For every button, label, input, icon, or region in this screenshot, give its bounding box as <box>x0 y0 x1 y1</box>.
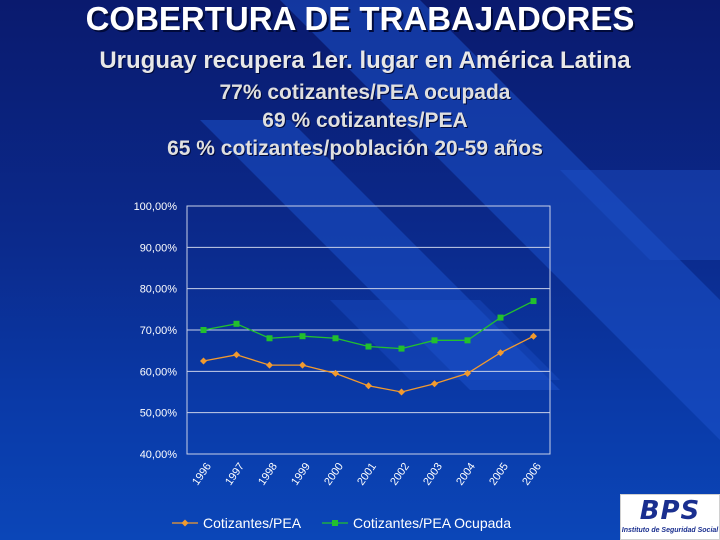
stat-line-1: 77% cotizantes/PEA ocupada <box>219 81 511 104</box>
data-point <box>233 351 240 359</box>
logo-text: BPS <box>639 496 701 526</box>
x-tick-label: 1998 <box>256 461 280 488</box>
data-point <box>365 382 372 390</box>
chart-legend: Cotizantes/PEA Cotizantes/PEA Ocupada <box>172 515 511 531</box>
data-point <box>464 369 471 377</box>
legend-item-1: Cotizantes/PEA <box>172 515 302 531</box>
data-point <box>431 337 438 344</box>
data-point <box>332 369 339 377</box>
data-point <box>365 343 372 350</box>
x-tick-label: 1997 <box>223 461 247 488</box>
x-tick-label: 2006 <box>520 461 544 488</box>
x-tick-label: 2003 <box>421 461 445 488</box>
y-tick-label: 50,00% <box>140 408 178 420</box>
y-tick-label: 40,00% <box>140 449 178 461</box>
x-tick-label: 2004 <box>454 461 478 488</box>
x-tick-label: 2002 <box>388 461 412 488</box>
y-tick-label: 70,00% <box>140 325 178 337</box>
data-point <box>266 335 273 342</box>
stat-line-2: 69 % cotizantes/PEA <box>262 109 468 132</box>
data-point <box>497 314 504 321</box>
data-point <box>497 349 504 357</box>
data-point <box>530 332 537 340</box>
legend-label: Cotizantes/PEA Ocupada <box>353 515 511 531</box>
x-tick-label: 1996 <box>190 461 214 488</box>
legend-item-2: Cotizantes/PEA Ocupada <box>322 515 511 531</box>
data-point <box>530 298 537 305</box>
bps-logo: BPS Instituto de Seguridad Social <box>620 494 720 540</box>
logo-subtext: Instituto de Seguridad Social <box>621 527 719 534</box>
y-tick-label: 80,00% <box>140 284 178 296</box>
y-tick-label: 90,00% <box>140 242 178 254</box>
data-point <box>398 345 405 352</box>
legend-marker <box>332 520 338 526</box>
series-line <box>203 300 534 350</box>
stat-line-3: 65 % cotizantes/población 20-59 años <box>167 137 543 160</box>
data-point <box>233 320 240 327</box>
data-point <box>266 361 273 369</box>
data-point <box>299 361 306 369</box>
data-point <box>464 337 471 344</box>
series-2 <box>200 298 537 352</box>
y-tick-label: 100,00% <box>134 201 178 213</box>
data-point <box>431 380 438 388</box>
x-axis: 1996 1997 1998 1999 2000 2001 2002 2003 2004 2005… <box>190 461 544 488</box>
plot-grid <box>186 205 551 455</box>
data-point <box>200 357 207 365</box>
legend-label: Cotizantes/PEA <box>203 515 302 531</box>
data-point <box>299 333 306 340</box>
legend-marker <box>181 519 189 527</box>
x-tick-label: 2000 <box>322 461 346 488</box>
y-tick-label: 60,00% <box>140 366 178 378</box>
slide-title: COBERTURA DE TRABAJADORES <box>85 0 635 37</box>
data-point <box>398 388 405 396</box>
y-axis: 100,00% 90,00% 80,00% 70,00% 60,00% 50,00% 40,… <box>134 201 178 461</box>
series-layer <box>200 298 537 396</box>
data-point <box>200 327 207 333</box>
x-tick-label: 2005 <box>487 461 511 488</box>
x-tick-label: 2001 <box>355 461 379 488</box>
series-1 <box>200 332 537 396</box>
data-point <box>332 335 339 342</box>
slide-subtitle: Uruguay recupera 1er. lugar en América L… <box>99 47 631 74</box>
x-tick-label: 1999 <box>289 461 313 488</box>
